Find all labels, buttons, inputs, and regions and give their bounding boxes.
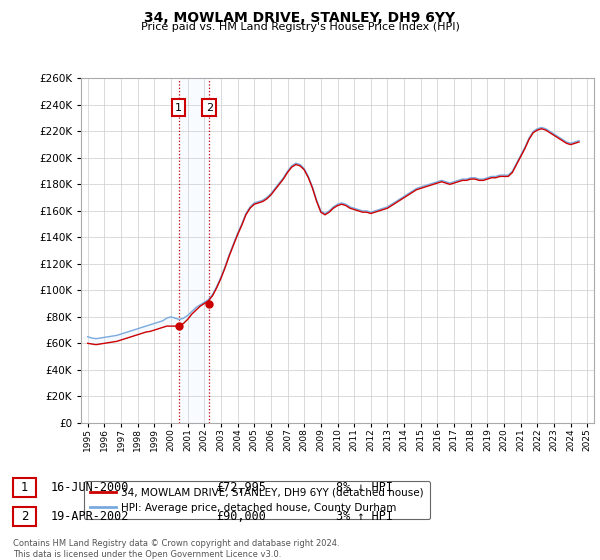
Text: 3% ↑ HPI: 3% ↑ HPI [336,510,393,523]
Text: 19-APR-2002: 19-APR-2002 [51,510,130,523]
Text: 1: 1 [21,480,28,494]
Text: 34, MOWLAM DRIVE, STANLEY, DH9 6YY: 34, MOWLAM DRIVE, STANLEY, DH9 6YY [145,11,455,25]
Text: Price paid vs. HM Land Registry's House Price Index (HPI): Price paid vs. HM Land Registry's House … [140,22,460,32]
Text: 2: 2 [21,510,28,523]
Text: 16-JUN-2000: 16-JUN-2000 [51,480,130,494]
Bar [179,78,209,423]
Text: Contains HM Land Registry data © Crown copyright and database right 2024.
This d: Contains HM Land Registry data © Crown c… [13,539,340,559]
Text: £72,995: £72,995 [216,480,266,494]
Legend: 34, MOWLAM DRIVE, STANLEY, DH9 6YY (detached house), HPI: Average price, detache: 34, MOWLAM DRIVE, STANLEY, DH9 6YY (deta… [83,482,430,519]
Text: £90,000: £90,000 [216,510,266,523]
Text: 8% ↓ HPI: 8% ↓ HPI [336,480,393,494]
Text: 2: 2 [206,102,213,113]
Text: 1: 1 [175,102,182,113]
